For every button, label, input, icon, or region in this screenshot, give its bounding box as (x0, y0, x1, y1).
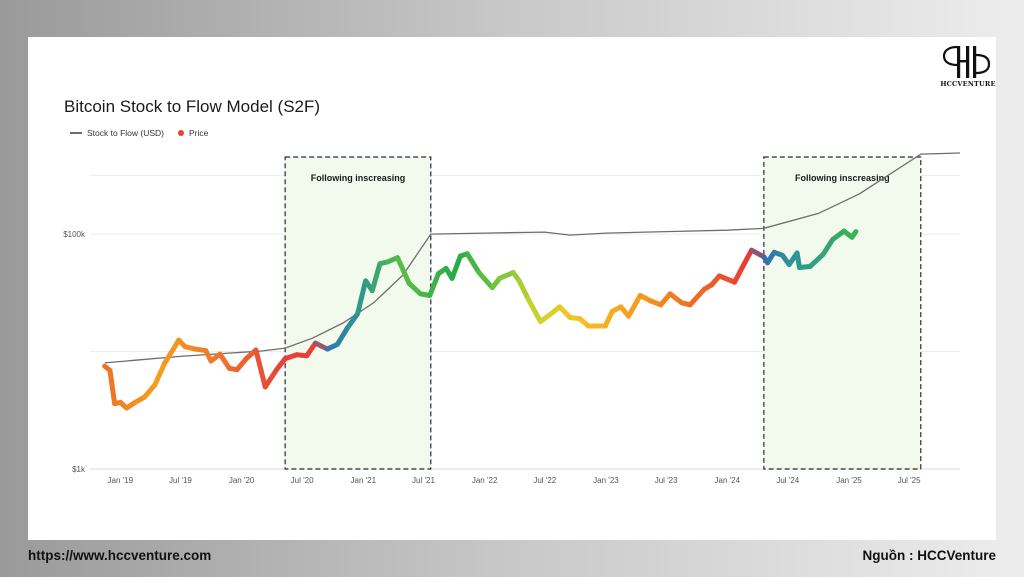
x-tick-label-7: Jul '22 (533, 476, 556, 485)
legend-line-swatch (70, 132, 82, 134)
chart-plot: Following inscreasing Following inscreasi… (63, 152, 961, 485)
price-segment-67 (732, 264, 745, 285)
price-segment-23 (304, 340, 318, 359)
price-segment-6 (142, 382, 158, 400)
price-segment-81 (849, 229, 859, 240)
annotation-label-1: Following inscreasing (795, 173, 890, 183)
price-segment-19 (262, 367, 280, 390)
x-tick-label-9: Jul '23 (655, 476, 678, 485)
logo-text: HCCVENTURE (940, 80, 996, 88)
s2f-line (104, 152, 961, 364)
x-tick-label-8: Jan '23 (593, 476, 619, 485)
chart-legend[interactable]: Stock to Flow (USD) Price (70, 128, 208, 138)
price-segment-18 (253, 347, 268, 390)
axis-layer: $1k $100k Jan '19 Jul '19 Jan '20 Jul '20 Jan … (63, 230, 921, 485)
x-tick-label-5: Jul '21 (412, 476, 435, 485)
x-tick-label-13: Jul '25 (898, 476, 921, 485)
y-tick-label-1: $100k (63, 230, 86, 239)
chart-card: HCCVENTURE Bitcoin Stock to Flow Model (… (28, 37, 996, 540)
price-segment-34 (406, 280, 423, 297)
price-segment-30 (369, 261, 383, 294)
x-tick-label-3: Jul '20 (291, 476, 314, 485)
price-segment-7 (152, 360, 168, 388)
price-segment-33 (395, 255, 412, 286)
legend-label-s2f[interactable]: Stock to Flow (USD) (87, 128, 164, 138)
price-segment-41 (464, 251, 482, 276)
x-tick-label-2: Jan '20 (229, 476, 255, 485)
x-tick-label-10: Jan '24 (715, 476, 741, 485)
price-segment-14 (217, 351, 232, 371)
hccventure-logo: HCCVENTURE (940, 43, 996, 89)
price-segment-68 (739, 247, 755, 270)
legend-label-price[interactable]: Price (189, 128, 209, 138)
chart-title: Bitcoin Stock to Flow Model (S2F) (64, 97, 321, 116)
x-tick-label-11: Jul '24 (776, 476, 799, 485)
x-tick-label-4: Jan '21 (351, 476, 377, 485)
price-segment-77 (807, 252, 826, 269)
price-segment-63 (687, 286, 707, 308)
annotation-layer: Following inscreasing Following inscreasi… (284, 156, 922, 470)
logo-mark-icon (942, 45, 991, 78)
x-tick-label-12: Jan '25 (836, 476, 862, 485)
price-segment-47 (525, 296, 543, 325)
source-credit: Nguồn : HCCVenture (862, 548, 997, 563)
price-segment-66 (716, 273, 738, 285)
price-segment-39 (449, 253, 463, 281)
price-segment-42 (476, 270, 495, 291)
legend-dot-swatch (178, 130, 184, 136)
price-segment-78 (820, 236, 836, 258)
price-segment-8 (162, 337, 182, 366)
price-segment-27 (345, 311, 361, 331)
price-segment-54 (602, 308, 615, 329)
price-segment-1 (107, 367, 118, 407)
price-segment-28 (355, 278, 369, 317)
annotation-box-1 (763, 156, 922, 470)
annotation-label-0: Following inscreasing (311, 173, 406, 183)
price-segment-26 (334, 325, 351, 347)
website-url[interactable]: https://www.hccventure.com (28, 548, 212, 563)
price-segment-46 (516, 278, 531, 302)
x-tick-label-6: Jan '22 (472, 476, 498, 485)
s2f-line-layer (104, 152, 961, 364)
y-tick-label-0: $1k (72, 465, 86, 474)
price-segment-57 (626, 293, 643, 319)
x-tick-label-1: Jul '19 (169, 476, 192, 485)
price-segment-36 (427, 271, 441, 299)
price-line-layer (102, 228, 859, 411)
x-tick-label-0: Jan '19 (108, 476, 134, 485)
